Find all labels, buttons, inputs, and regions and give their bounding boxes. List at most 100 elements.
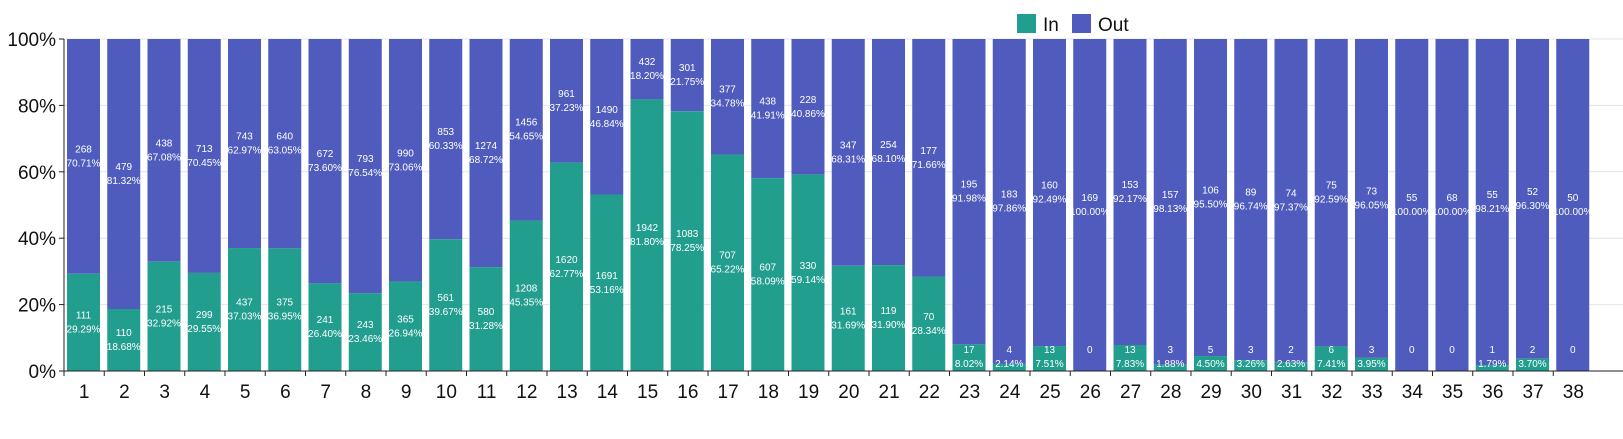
- x-tick-label: 35: [1442, 382, 1463, 403]
- out-percent-label: 97.37%: [1274, 203, 1308, 214]
- out-percent-label: 18.20%: [630, 71, 664, 82]
- in-percent-label: 58.09%: [751, 277, 785, 288]
- bar-segment-in: [831, 265, 865, 371]
- bar-segment-out: [228, 39, 261, 249]
- bar-segment-in: [509, 220, 543, 371]
- x-tick-label: 22: [919, 382, 940, 403]
- in-count-label: 4: [1006, 345, 1012, 356]
- bar-segment-in: [1113, 345, 1147, 371]
- out-count-label: 438: [759, 97, 776, 108]
- out-percent-label: 92.17%: [1113, 194, 1147, 205]
- out-percent-label: 68.10%: [872, 154, 906, 165]
- bar-segment-in: [630, 99, 664, 371]
- out-percent-label: 46.84%: [590, 119, 624, 130]
- bar-segment-out: [912, 39, 946, 277]
- in-percent-label: 2.63%: [1277, 359, 1305, 370]
- bar-segment-out: [429, 39, 463, 240]
- in-count-label: 299: [196, 310, 213, 321]
- out-percent-label: 76.54%: [348, 168, 382, 179]
- out-percent-label: 73.60%: [308, 163, 342, 174]
- out-count-label: 713: [196, 144, 213, 155]
- in-percent-label: 18.68%: [107, 342, 141, 353]
- x-tick-label: 32: [1321, 382, 1342, 403]
- out-count-label: 55: [1406, 193, 1418, 204]
- out-count-label: 479: [115, 162, 132, 173]
- out-percent-label: 100.00%: [1392, 207, 1432, 218]
- in-count-label: 1: [1489, 345, 1495, 356]
- out-count-label: 74: [1285, 189, 1297, 200]
- out-count-label: 254: [880, 140, 897, 151]
- out-percent-label: 60.33%: [429, 141, 463, 152]
- bar-segment-out: [389, 39, 422, 282]
- bar-segment-in: [107, 308, 141, 371]
- out-percent-label: 97.86%: [992, 203, 1026, 214]
- in-percent-label: 3.95%: [1357, 359, 1385, 370]
- bar-segment-in: [1475, 365, 1509, 371]
- in-count-label: 1083: [676, 229, 699, 240]
- bar-segment-in: [1153, 364, 1187, 371]
- y-tick-label: 20%: [18, 296, 56, 317]
- bar-segment-out: [1153, 39, 1187, 365]
- out-count-label: 990: [397, 148, 414, 159]
- bar-segment-out: [1556, 39, 1590, 371]
- out-count-label: 177: [920, 146, 937, 157]
- in-count-label: 1208: [515, 284, 538, 295]
- bar-segment-out: [509, 39, 543, 221]
- out-count-label: 347: [840, 140, 857, 151]
- out-count-label: 672: [317, 149, 334, 160]
- bar-segment-in: [912, 276, 946, 371]
- out-percent-label: 92.59%: [1314, 195, 1348, 206]
- bar-segment-in: [791, 174, 825, 371]
- x-tick-label: 28: [1160, 382, 1181, 403]
- in-count-label: 580: [478, 307, 495, 318]
- legend: In Out: [1017, 14, 1129, 36]
- out-percent-label: 98.21%: [1475, 204, 1509, 215]
- out-count-label: 68: [1446, 193, 1458, 204]
- bar-segment-in: [751, 178, 785, 371]
- x-tick-label: 17: [718, 382, 739, 403]
- in-count-label: 1942: [636, 223, 659, 234]
- out-percent-label: 70.45%: [187, 158, 221, 169]
- bar-segment-out: [67, 39, 100, 274]
- x-tick-label: 37: [1523, 382, 1544, 403]
- bar-segment-in: [711, 154, 744, 371]
- in-count-label: 330: [800, 261, 817, 272]
- y-tick-label: 40%: [18, 229, 56, 250]
- y-tick-label: 60%: [18, 163, 56, 184]
- out-count-label: 640: [276, 132, 293, 143]
- x-tick-label: 23: [959, 382, 980, 403]
- bar-segment-out: [1033, 39, 1066, 347]
- out-count-label: 73: [1366, 186, 1378, 197]
- bar-segment-out: [348, 39, 382, 294]
- y-tick-label: 80%: [18, 96, 56, 117]
- out-percent-label: 81.32%: [107, 176, 141, 187]
- bar-segment-in: [469, 267, 503, 371]
- in-count-label: 110: [116, 328, 132, 339]
- in-percent-label: 31.90%: [872, 320, 906, 331]
- bar-segment-in: [590, 194, 624, 371]
- in-percent-label: 53.16%: [590, 285, 624, 296]
- out-count-label: 89: [1245, 188, 1257, 199]
- out-percent-label: 91.98%: [952, 194, 986, 205]
- bar-segment-in: [952, 344, 986, 371]
- bar-segment-out: [107, 39, 141, 309]
- out-count-label: 169: [1081, 193, 1098, 204]
- x-tick-label: 10: [436, 382, 457, 403]
- legend-swatch: [1072, 14, 1091, 33]
- bar-segment-in: [670, 111, 704, 371]
- in-count-label: 0: [1409, 345, 1415, 356]
- bar-segment-in: [147, 261, 181, 371]
- bar-segment-in: [429, 239, 463, 371]
- in-percent-label: 7.83%: [1116, 359, 1144, 370]
- in-percent-label: 78.25%: [670, 243, 704, 254]
- bar-segment-out: [147, 39, 181, 262]
- out-percent-label: 41.91%: [751, 111, 785, 122]
- out-count-label: 301: [679, 63, 696, 74]
- in-percent-label: 31.28%: [469, 321, 503, 332]
- in-percent-label: 39.67%: [429, 307, 463, 318]
- x-tick-label: 38: [1563, 382, 1584, 403]
- out-percent-label: 37.23%: [550, 103, 584, 114]
- bar-segment-out: [751, 39, 785, 179]
- bar-segment-out: [550, 39, 583, 163]
- bar-segment-out: [992, 39, 1026, 364]
